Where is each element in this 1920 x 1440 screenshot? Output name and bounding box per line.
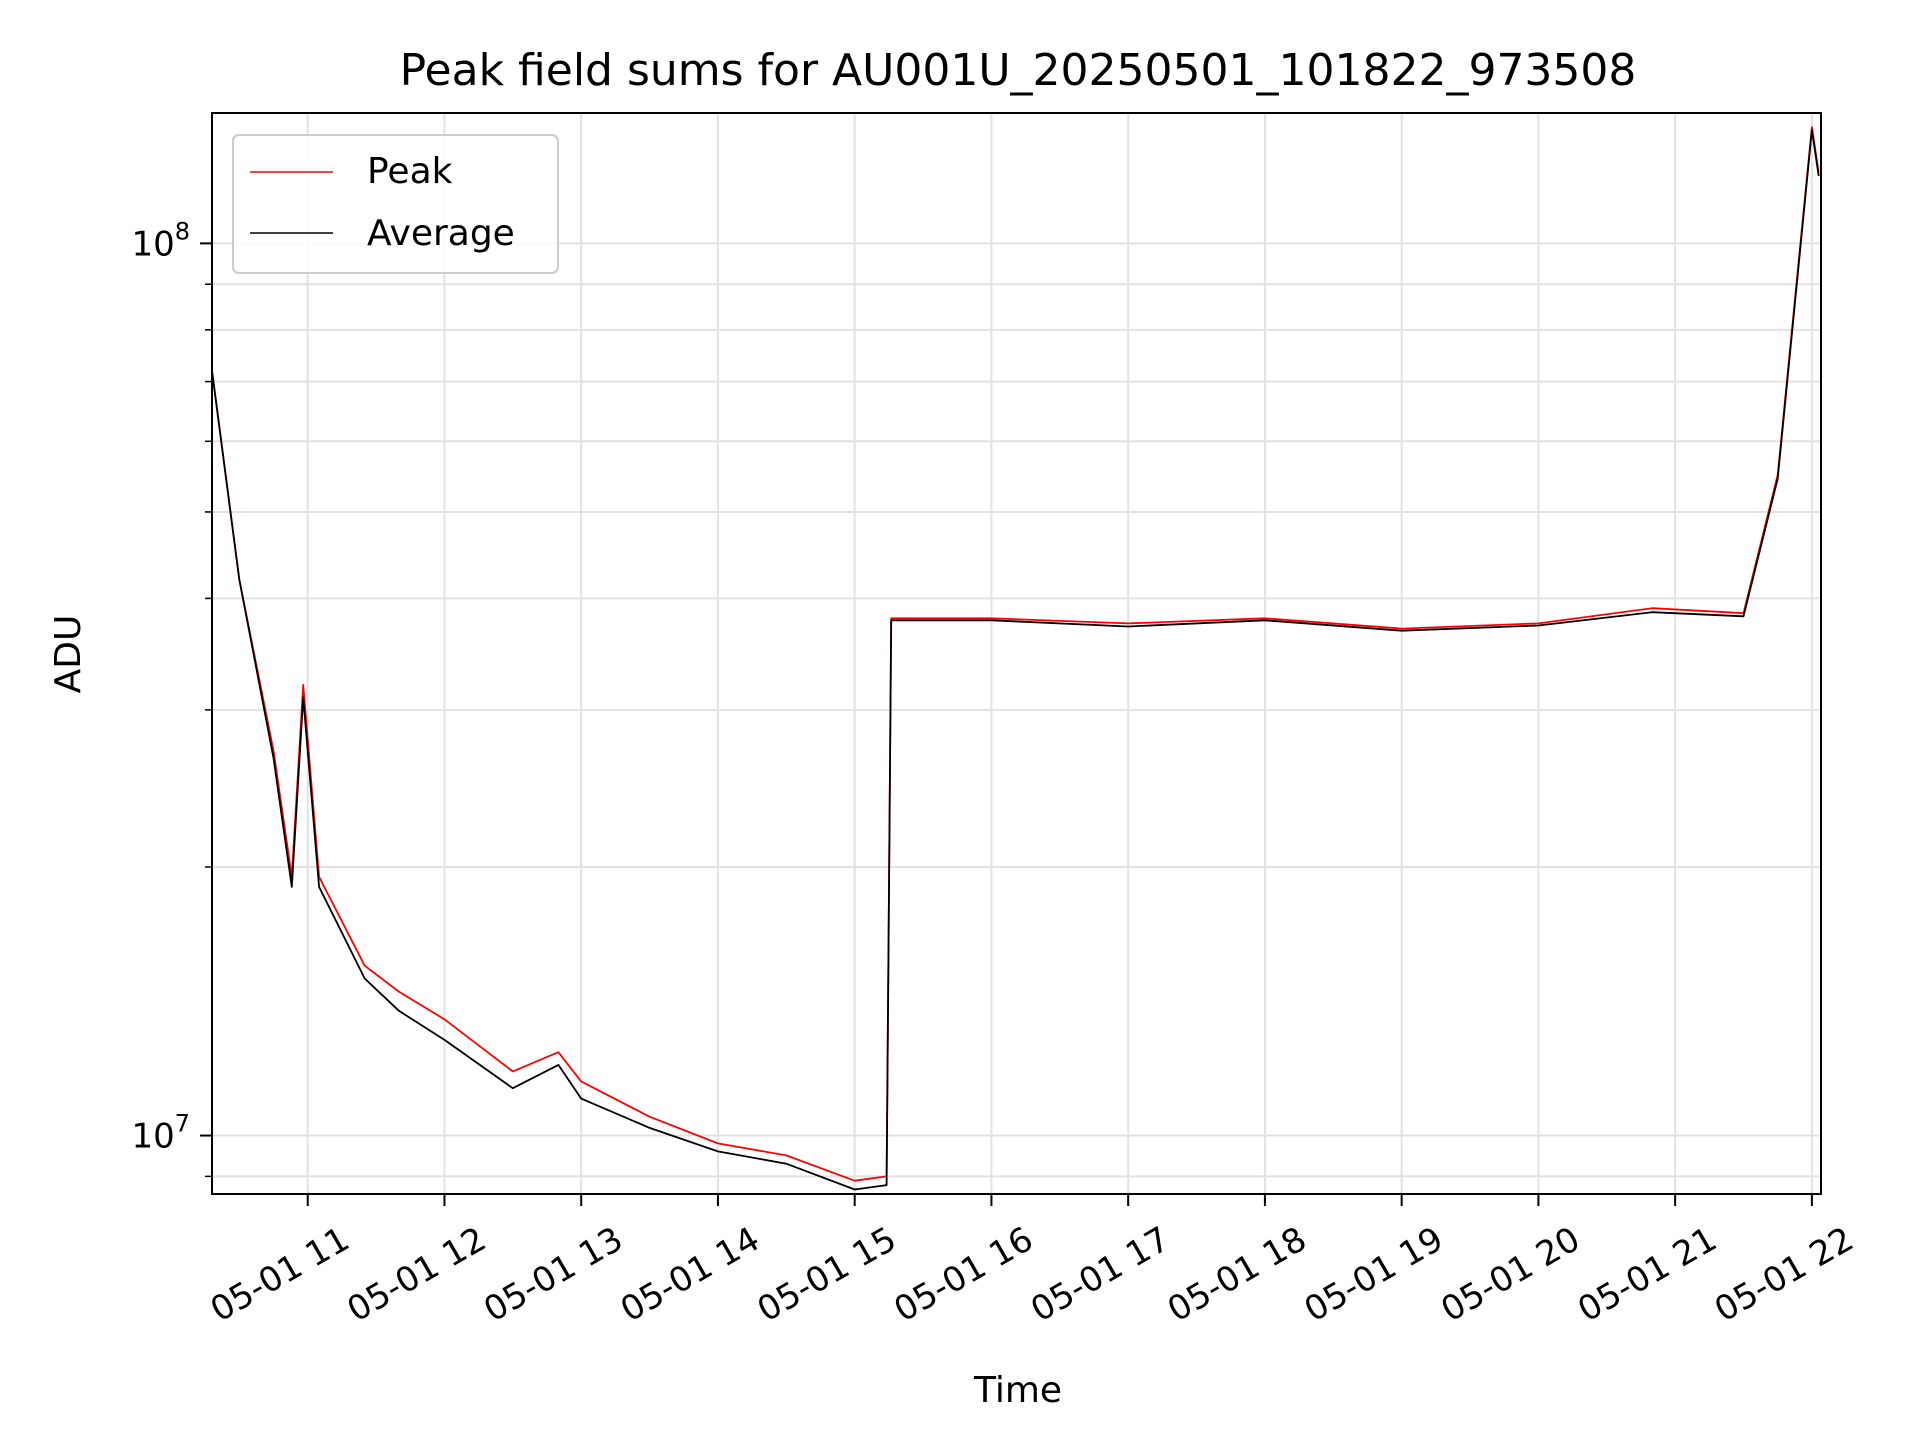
legend-label-peak: Peak (367, 151, 453, 192)
legend: Peak Average (232, 134, 559, 274)
y-axis-label: ADU (48, 615, 89, 694)
chart-title: Peak field sums for AU001U_20250501_1018… (400, 45, 1637, 96)
legend-box (232, 134, 559, 274)
grid (212, 113, 1821, 1194)
series-layer (211, 126, 1820, 1191)
series-line-average (211, 129, 1820, 1191)
legend-label-average: Average (367, 213, 515, 254)
series-line-peak (211, 126, 1820, 1182)
x-axis-label: Time (973, 1370, 1062, 1411)
plot-frame (211, 112, 1822, 1195)
y-tick-label: 108 (131, 217, 190, 264)
y-tick-label: 107 (131, 1110, 190, 1157)
y-axis: 107 108 (131, 217, 212, 1178)
